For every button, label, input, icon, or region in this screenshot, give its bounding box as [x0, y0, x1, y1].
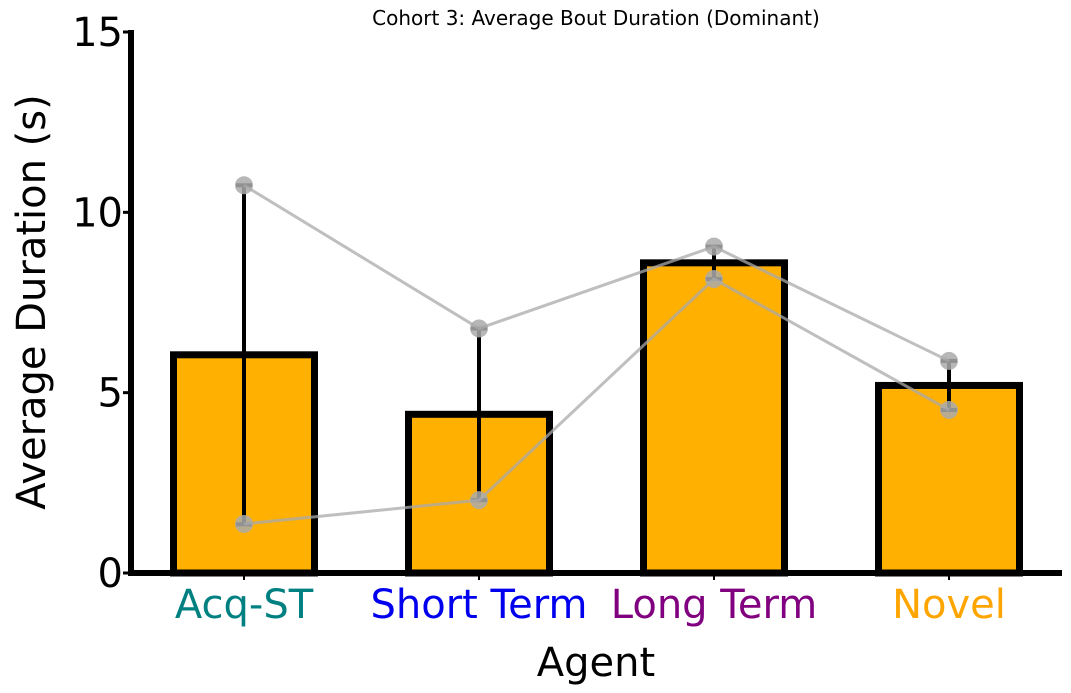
subject-line-1	[243, 277, 950, 526]
y-tick-label-2: 10	[72, 190, 123, 236]
y-tick-label-1: 5	[98, 371, 123, 417]
subject-point-1-3	[940, 400, 958, 419]
y-tick-label-3: 15	[72, 10, 123, 56]
chart-title: Cohort 3: Average Bout Duration (Dominan…	[372, 6, 820, 30]
subject-lines-group	[235, 176, 958, 533]
subject-point-1-0	[235, 514, 253, 533]
x-tick-label-0: Acq-ST	[175, 582, 314, 628]
axes-group	[128, 30, 1062, 576]
subject-point-1-2	[705, 270, 723, 289]
x-tick-label-2: Long Term	[611, 582, 817, 628]
y-axis-label: Average Duration (s)	[9, 94, 55, 509]
x-ticks-group: Acq-ST Short Term Long Term Novel	[175, 573, 1006, 628]
subject-line-0	[243, 184, 950, 363]
subject-point-0-2	[705, 237, 723, 256]
x-tick-label-3: Novel	[892, 582, 1006, 628]
subject-point-0-3	[940, 351, 958, 370]
x-tick-label-1: Short Term	[370, 582, 587, 628]
subject-point-1-1	[470, 491, 488, 510]
bars-group	[170, 259, 1023, 577]
subject-point-0-1	[470, 319, 488, 338]
x-axis-label: Agent	[537, 640, 655, 686]
y-ticks-group: 0 5 10 15	[72, 10, 131, 597]
bar-2	[640, 259, 788, 577]
subject-point-0-0	[235, 176, 253, 195]
y-tick-label-0: 0	[98, 551, 123, 597]
